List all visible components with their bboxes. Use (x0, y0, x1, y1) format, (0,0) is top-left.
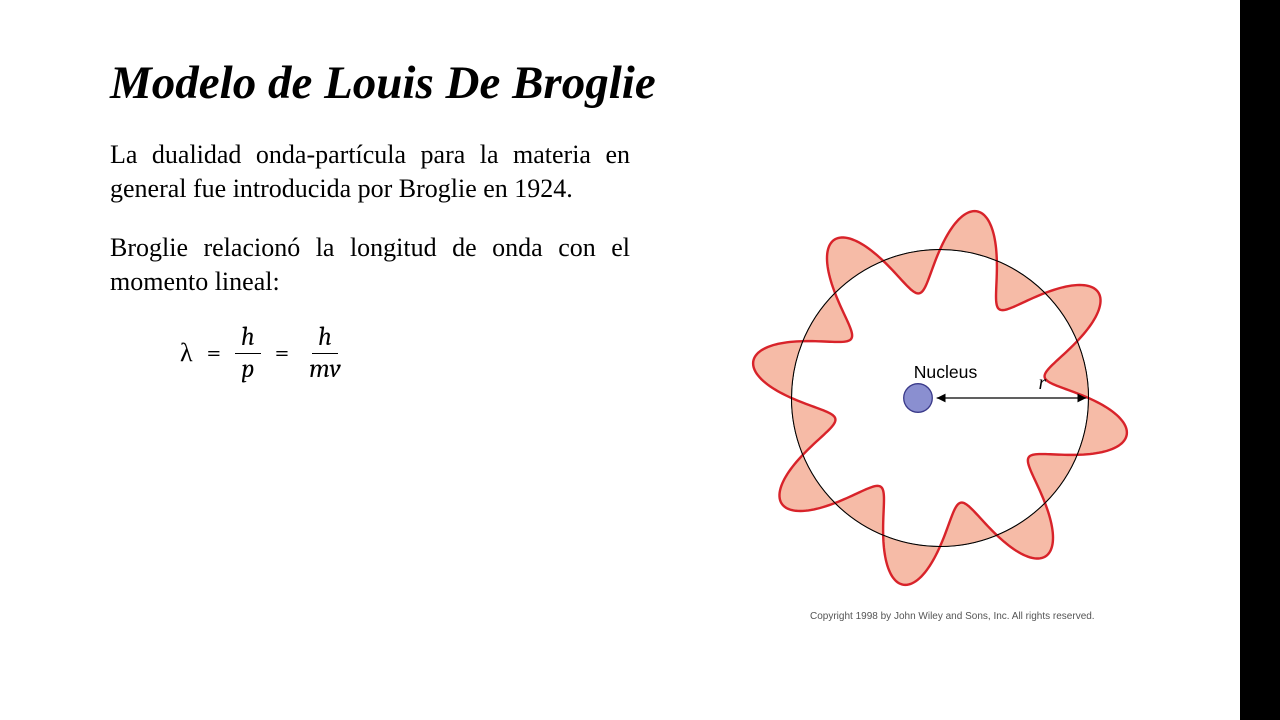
equals-2: = (275, 338, 289, 368)
wave-orbit-svg: Nucleus r (720, 178, 1160, 618)
paragraph-1: La dualidad onda-partícula para la mater… (110, 138, 630, 207)
svg-text:r: r (1038, 372, 1046, 394)
copyright-text: Copyright 1998 by John Wiley and Sons, I… (810, 611, 1095, 622)
formula-lhs: λ (180, 338, 193, 368)
text-column: La dualidad onda-partícula para la mater… (110, 138, 630, 383)
fraction-2: h mv (303, 323, 347, 383)
equals-1: = (207, 338, 221, 368)
body: La dualidad onda-partícula para la mater… (110, 138, 1180, 383)
paragraph-2: Broglie relacionó la longitud de onda co… (110, 231, 630, 300)
slide: Modelo de Louis De Broglie La dualidad o… (0, 0, 1280, 720)
formula: λ = h p = h mv (180, 323, 630, 383)
slide-title: Modelo de Louis De Broglie (110, 56, 1180, 110)
fraction-1: h p (235, 323, 261, 383)
debroglie-diagram: Nucleusr Copyright 1998 by John Wiley an… (720, 178, 1160, 618)
diagram-column: Nucleusr Copyright 1998 by John Wiley an… (660, 138, 1180, 383)
content-area: Modelo de Louis De Broglie La dualidad o… (0, 0, 1240, 383)
svg-text:Nucleus: Nucleus (914, 362, 978, 382)
